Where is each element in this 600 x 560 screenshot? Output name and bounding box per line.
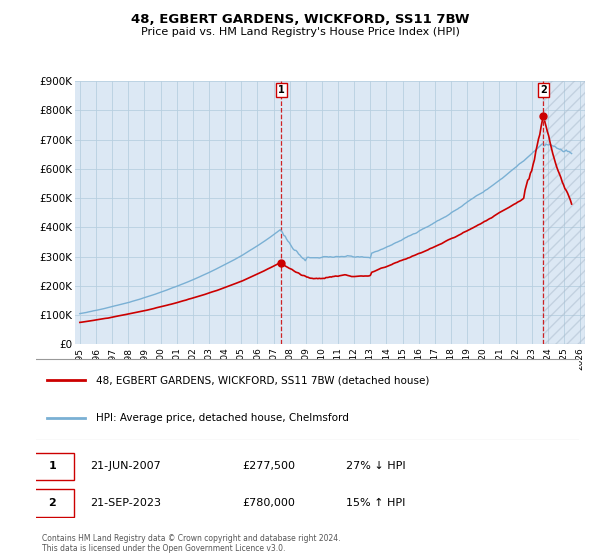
Text: Price paid vs. HM Land Registry's House Price Index (HPI): Price paid vs. HM Land Registry's House …: [140, 27, 460, 38]
Text: 1: 1: [278, 85, 284, 95]
Text: Contains HM Land Registry data © Crown copyright and database right 2024.
This d: Contains HM Land Registry data © Crown c…: [42, 534, 341, 553]
Text: £780,000: £780,000: [242, 498, 295, 507]
FancyBboxPatch shape: [31, 452, 74, 480]
FancyBboxPatch shape: [31, 359, 582, 440]
Text: 21-SEP-2023: 21-SEP-2023: [91, 498, 161, 507]
Text: £277,500: £277,500: [242, 461, 295, 471]
Text: 1: 1: [49, 461, 56, 471]
Text: 2: 2: [540, 85, 547, 95]
Text: 48, EGBERT GARDENS, WICKFORD, SS11 7BW (detached house): 48, EGBERT GARDENS, WICKFORD, SS11 7BW (…: [96, 375, 429, 385]
Text: 2: 2: [49, 498, 56, 507]
Text: HPI: Average price, detached house, Chelmsford: HPI: Average price, detached house, Chel…: [96, 413, 349, 423]
Text: 48, EGBERT GARDENS, WICKFORD, SS11 7BW: 48, EGBERT GARDENS, WICKFORD, SS11 7BW: [131, 13, 469, 26]
Text: 21-JUN-2007: 21-JUN-2007: [91, 461, 161, 471]
Text: 15% ↑ HPI: 15% ↑ HPI: [346, 498, 405, 507]
FancyBboxPatch shape: [31, 489, 74, 517]
Text: 27% ↓ HPI: 27% ↓ HPI: [346, 461, 405, 471]
